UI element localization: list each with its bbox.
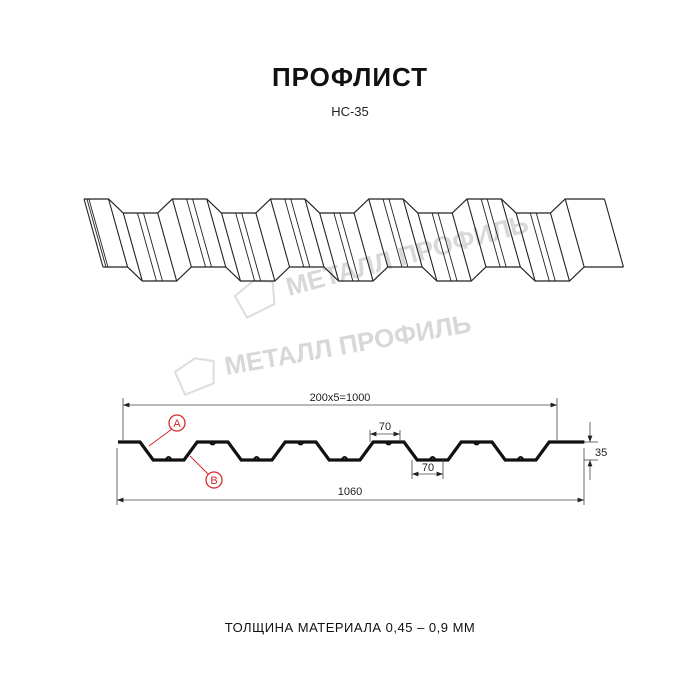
- profile-3d-fold-line: [220, 212, 242, 282]
- dimension-top-width-label: 70: [379, 421, 391, 433]
- trough-stiffener: [164, 456, 173, 461]
- profile-3d-fold-line: [603, 198, 624, 268]
- profile-3d-fold-line: [206, 198, 227, 268]
- profile-3d-stiffener-line: [143, 212, 163, 282]
- callout-b: B: [189, 455, 223, 489]
- profile-3d-stiffener-line: [535, 212, 556, 282]
- svg-text:A: A: [173, 418, 181, 430]
- profile-3d-fold-line: [417, 212, 438, 282]
- profile-3d-stiffener-line: [241, 212, 262, 282]
- profile-3d-stiffener-line: [431, 212, 452, 282]
- profile-3d-stiffener-line: [333, 212, 354, 282]
- profile-3d-fold-line: [255, 212, 276, 282]
- profile-model: НС-35: [331, 104, 369, 119]
- dimension-height: [584, 422, 598, 480]
- profile-3d-fold-line: [451, 212, 472, 282]
- profile-3d-fold-line: [83, 198, 104, 268]
- profile-3d-stiffener-line: [290, 198, 311, 268]
- profile-3d-front-edge: [103, 266, 624, 282]
- profile-3d-fold-line: [500, 198, 521, 268]
- profile-3d-fold-line: [564, 198, 585, 268]
- profile-3d-fold-line: [466, 198, 487, 268]
- profile-3d-fold-line: [319, 212, 340, 282]
- svg-text:МЕТАЛЛ ПРОФИЛЬ: МЕТАЛЛ ПРОФИЛЬ: [222, 308, 473, 381]
- profile-3d-fold-line: [304, 198, 325, 268]
- profile-3d-fold-line: [157, 212, 178, 282]
- profile-3d-stiffener-line: [192, 198, 212, 268]
- profile-3d-stiffener-line: [235, 212, 256, 282]
- profile-3d-fold-line: [122, 212, 143, 282]
- profile-3d-fold-line: [402, 198, 423, 268]
- profile-3d-fold-line: [515, 212, 536, 282]
- profile-3d-stiffener-line: [480, 198, 501, 268]
- profile-3d-stiffener-line: [339, 212, 360, 282]
- material-thickness: ТОЛЩИНА МАТЕРИАЛА 0,45 – 0,9 ММ: [224, 620, 476, 635]
- profile-3d-fold-line: [171, 198, 192, 268]
- watermark-lower: МЕТАЛЛ ПРОФИЛЬ: [173, 308, 473, 396]
- profile-3d-stiffener-line: [137, 212, 157, 282]
- profile-3d-fold-line: [270, 198, 291, 268]
- profile-3d-fold-line: [549, 212, 570, 282]
- profile-3d-stiffener-line: [186, 198, 206, 268]
- trough-stiffener: [428, 456, 437, 461]
- dimension-total-label: 1060: [338, 486, 362, 498]
- profile-section-line: [118, 440, 585, 462]
- dimension-pitch-label: 200x5=1000: [310, 392, 371, 404]
- profile-3d-stiffener-line: [437, 212, 458, 282]
- dimension-bottom-width: [411, 460, 444, 479]
- dimension-top-width: [369, 430, 401, 442]
- dimension-height-label: 35: [595, 447, 607, 459]
- dimension-total: [116, 448, 585, 505]
- svg-text:B: B: [210, 475, 217, 487]
- crest-stiffener: [208, 441, 217, 446]
- profile-3d-back-edge: [84, 198, 605, 214]
- svg-text:МЕТАЛЛ ПРОФИЛЬ: МЕТАЛЛ ПРОФИЛЬ: [283, 208, 532, 302]
- profile-3d-edge-lip: [86, 198, 107, 268]
- trough-stiffener: [340, 456, 349, 461]
- dimension-bottom-width-label: 70: [422, 462, 434, 474]
- page-title: ПРОФЛИСТ: [271, 62, 429, 92]
- crest-stiffener: [296, 441, 305, 446]
- dimension-pitch: [122, 398, 558, 440]
- crest-stiffener: [384, 441, 393, 446]
- trough-stiffener: [516, 456, 525, 461]
- profile-3d-stiffener-line: [382, 198, 403, 268]
- crest-stiffener: [472, 441, 481, 446]
- profile-3d-edge-lip: [88, 198, 109, 268]
- profile-3d-fold-line: [353, 212, 374, 282]
- profile-3d-stiffener-line: [284, 198, 305, 268]
- profile-3d-stiffener-line: [529, 212, 550, 282]
- profile-3d-stiffener-line: [486, 198, 507, 268]
- profile-cross-section: [118, 440, 585, 462]
- profile-3d-stiffener-line: [388, 198, 409, 268]
- profile-3d-fold-line: [368, 198, 389, 268]
- profile-3d-view: [83, 198, 624, 282]
- trough-stiffener: [252, 456, 261, 461]
- callout-a: A: [148, 414, 186, 447]
- profile-3d-fold-line: [108, 198, 129, 268]
